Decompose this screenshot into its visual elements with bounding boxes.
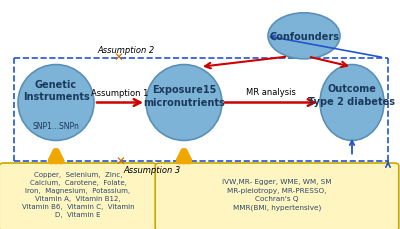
Text: MR analysis: MR analysis bbox=[246, 87, 296, 96]
Text: Outcome
Type 2 diabetes: Outcome Type 2 diabetes bbox=[308, 84, 396, 106]
Ellipse shape bbox=[268, 14, 340, 60]
Ellipse shape bbox=[146, 65, 222, 141]
Ellipse shape bbox=[320, 65, 384, 141]
Text: ✕: ✕ bbox=[115, 155, 125, 168]
Text: Confounders: Confounders bbox=[269, 32, 339, 42]
Text: IVW,MR- Egger, WME, WM, SM
MR-pleiotropy, MR-PRESSO,
Cochran's Q
MMR(BMI, hypert: IVW,MR- Egger, WME, WM, SM MR-pleiotropy… bbox=[222, 179, 332, 211]
Text: ✕: ✕ bbox=[113, 52, 123, 65]
FancyBboxPatch shape bbox=[0, 163, 157, 229]
FancyBboxPatch shape bbox=[155, 163, 399, 229]
Text: SNP1...SNPn: SNP1...SNPn bbox=[32, 121, 80, 131]
Text: Assumption 2: Assumption 2 bbox=[97, 46, 155, 55]
Text: Copper,  Selenium,  Zinc,
Calcium,  Carotene,  Folate,
Iron,  Magnesium,  Potass: Copper, Selenium, Zinc, Calcium, Caroten… bbox=[22, 172, 134, 218]
Ellipse shape bbox=[18, 65, 94, 141]
Text: Exposure15
micronutrients: Exposure15 micronutrients bbox=[143, 85, 225, 107]
Text: Genetic
Instruments: Genetic Instruments bbox=[23, 79, 89, 102]
Text: Assumption 3: Assumption 3 bbox=[123, 165, 181, 174]
Text: Assumption 1: Assumption 1 bbox=[91, 88, 149, 97]
